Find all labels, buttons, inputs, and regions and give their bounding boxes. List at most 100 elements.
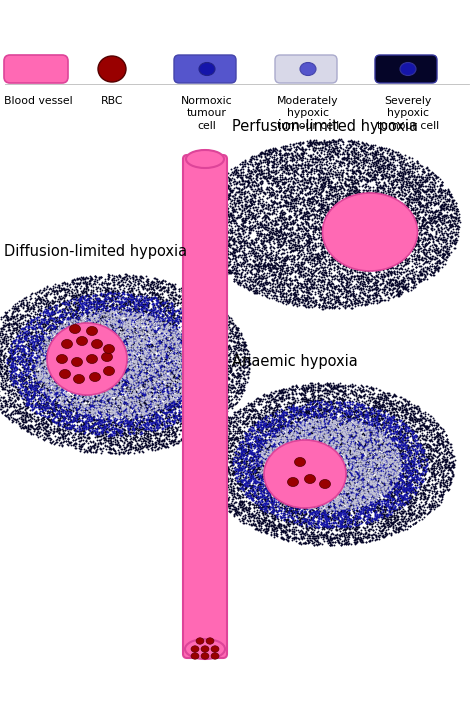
Point xyxy=(127,293,134,304)
Point xyxy=(137,415,145,426)
Point xyxy=(74,326,82,338)
Point xyxy=(341,490,348,501)
Point xyxy=(390,223,398,235)
Point xyxy=(231,189,239,201)
Point xyxy=(172,371,180,383)
Point xyxy=(427,196,435,208)
Point xyxy=(414,415,421,426)
Point xyxy=(240,403,248,414)
Point xyxy=(221,318,228,329)
Point xyxy=(148,321,155,332)
Point xyxy=(279,433,287,444)
Point xyxy=(163,375,170,386)
Point xyxy=(99,341,106,352)
Point xyxy=(273,466,281,477)
Point xyxy=(274,421,282,433)
Point xyxy=(194,418,202,429)
Point xyxy=(200,331,208,343)
Point xyxy=(94,294,101,306)
Point xyxy=(306,459,314,471)
Point xyxy=(230,174,238,185)
Point xyxy=(416,191,424,202)
Point xyxy=(209,183,216,195)
Point xyxy=(323,527,331,538)
Point xyxy=(351,198,358,210)
Point xyxy=(283,518,291,529)
Point xyxy=(353,409,360,421)
Point xyxy=(264,468,272,479)
Point xyxy=(285,213,293,225)
Point xyxy=(295,236,302,247)
Point xyxy=(107,278,114,289)
Point xyxy=(49,335,56,346)
Point xyxy=(203,415,211,426)
Point xyxy=(325,462,333,473)
Point xyxy=(106,286,114,298)
Point xyxy=(338,441,346,453)
Point xyxy=(406,461,414,472)
Point xyxy=(215,198,223,210)
Point xyxy=(222,205,229,216)
Point xyxy=(140,303,148,314)
Point xyxy=(368,223,375,235)
Point xyxy=(95,428,102,439)
Point xyxy=(238,440,246,451)
Point xyxy=(355,498,363,510)
Point xyxy=(330,270,337,281)
Point xyxy=(347,496,355,507)
Point xyxy=(294,456,301,467)
Point xyxy=(348,159,356,170)
Point xyxy=(404,169,412,180)
Point xyxy=(128,381,136,393)
Point xyxy=(275,422,283,433)
Point xyxy=(378,478,386,489)
Point xyxy=(333,291,340,303)
Point xyxy=(310,156,317,167)
Ellipse shape xyxy=(73,375,84,383)
Point xyxy=(88,406,95,417)
Point xyxy=(90,297,97,308)
Point xyxy=(439,480,447,491)
Point xyxy=(316,425,323,436)
Point xyxy=(448,466,456,477)
Point xyxy=(90,354,97,366)
Point xyxy=(449,468,457,480)
Point xyxy=(246,445,253,456)
Point xyxy=(257,418,264,429)
Point xyxy=(247,225,255,236)
Point xyxy=(300,243,307,254)
Point xyxy=(51,295,59,306)
Point xyxy=(396,256,404,268)
Point xyxy=(77,285,85,296)
Point xyxy=(308,441,316,453)
Point xyxy=(114,390,122,401)
Point xyxy=(110,320,118,331)
Point xyxy=(179,292,186,303)
Point xyxy=(140,291,148,303)
Point xyxy=(144,382,152,393)
Point xyxy=(440,213,447,225)
Point xyxy=(58,343,65,354)
Point xyxy=(52,434,60,446)
Point xyxy=(321,438,329,449)
Point xyxy=(0,378,5,390)
Point xyxy=(305,253,313,265)
Point xyxy=(44,341,51,352)
Point xyxy=(343,396,351,408)
Point xyxy=(294,252,302,263)
Point xyxy=(60,396,67,408)
Point xyxy=(338,154,346,165)
Point xyxy=(106,403,113,415)
Point xyxy=(405,452,412,463)
Point xyxy=(142,341,150,352)
Point xyxy=(99,321,106,332)
Point xyxy=(336,174,343,185)
Point xyxy=(327,136,335,147)
Point xyxy=(294,268,301,279)
Point xyxy=(379,449,387,461)
Point xyxy=(312,134,320,146)
Point xyxy=(269,498,276,510)
Point xyxy=(318,385,326,396)
Point xyxy=(60,361,68,372)
Point xyxy=(366,487,374,498)
